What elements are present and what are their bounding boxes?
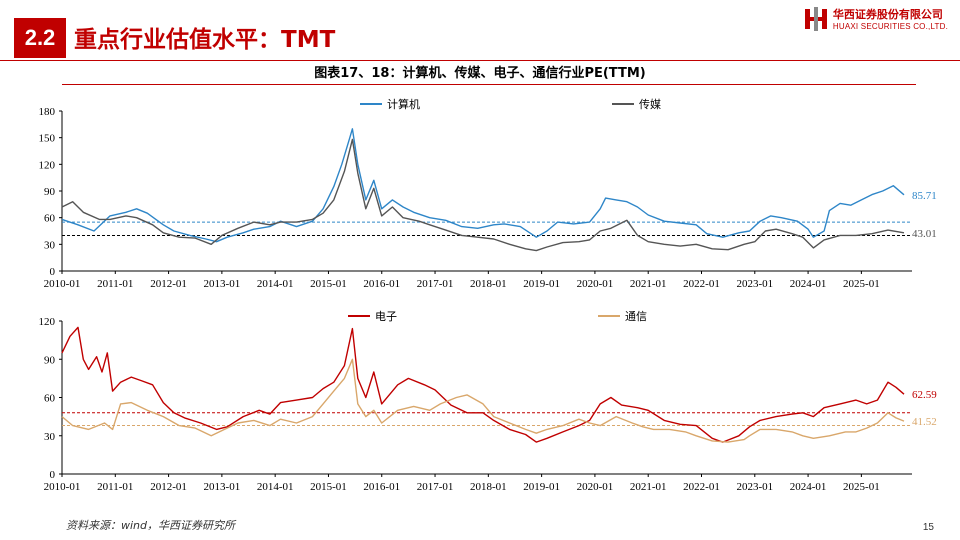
x-tick-label: 2013-01	[204, 481, 241, 493]
y-tick-label: 0	[50, 266, 56, 278]
section-number-badge: 2.2	[14, 18, 66, 58]
x-tick-label: 2018-01	[470, 481, 507, 493]
huaxi-logo-icon	[804, 6, 827, 31]
y-tick-label: 90	[44, 354, 56, 366]
y-tick-label: 30	[44, 431, 56, 443]
x-tick-label: 2021-01	[630, 481, 667, 493]
x-tick-label: 2012-01	[150, 278, 187, 290]
company-logo: 华西证券股份有限公司 HUAXI SECURITIES CO.,LTD.	[804, 6, 948, 31]
y-tick-label: 90	[44, 186, 56, 198]
y-tick-label: 150	[39, 133, 56, 145]
x-tick-label: 2010-01	[44, 278, 81, 290]
page-title: 重点行业估值水平：TMT	[74, 27, 336, 53]
x-tick-label: 2018-01	[470, 278, 507, 290]
end-value-label: 41.52	[912, 416, 937, 428]
x-tick-label: 2021-01	[630, 278, 667, 290]
y-tick-label: 180	[39, 106, 56, 118]
series-line-2	[61, 138, 905, 252]
page-number: 15	[922, 522, 934, 533]
y-tick-label: 120	[39, 159, 56, 171]
y-tick-label: 60	[44, 213, 56, 225]
x-tick-label: 2014-01	[257, 481, 294, 493]
legend-label: 传媒	[639, 98, 661, 111]
logo-en-text: HUAXI SECURITIES CO.,LTD.	[832, 22, 948, 31]
y-tick-label: 60	[44, 393, 56, 405]
x-tick-label: 2011-01	[97, 481, 133, 493]
end-value-label: 62.59	[912, 389, 937, 401]
x-tick-label: 2024-01	[790, 278, 827, 290]
x-tick-label: 2023-01	[736, 278, 773, 290]
logo-cn-text: 华西证券股份有限公司	[832, 8, 943, 21]
x-tick-label: 2014-01	[257, 278, 294, 290]
x-tick-label: 2011-01	[97, 278, 133, 290]
series-line-4	[61, 358, 905, 443]
series-line-3	[61, 326, 905, 443]
x-tick-label: 2020-01	[577, 481, 614, 493]
series-line-1	[61, 128, 905, 243]
x-tick-label: 2022-01	[683, 481, 720, 493]
x-tick-label: 2019-01	[523, 481, 560, 493]
x-tick-label: 2017-01	[417, 481, 454, 493]
legend-label: 计算机	[387, 97, 420, 111]
x-tick-label: 2024-01	[790, 481, 827, 493]
x-tick-label: 2025-01	[843, 278, 880, 290]
chart-1: 0 30 60 90 120 150 180 2010-01 2011-01 2012-01 201…	[39, 97, 937, 290]
x-tick-label: 2020-01	[577, 278, 614, 290]
x-tick-label: 2015-01	[310, 481, 347, 493]
source-note: 资料来源：wind，华西证券研究所	[66, 519, 236, 532]
x-tick-label: 2016-01	[363, 481, 400, 493]
y-tick-label: 30	[44, 239, 56, 251]
end-value-label: 43.01	[912, 228, 937, 240]
x-tick-label: 2017-01	[417, 278, 454, 290]
x-tick-label: 2010-01	[44, 481, 81, 493]
x-tick-label: 2013-01	[204, 278, 241, 290]
figure-title: 图表17、18：计算机、传媒、电子、通信行业PE(TTM)	[314, 66, 646, 81]
x-tick-label: 2022-01	[683, 278, 720, 290]
x-tick-label: 2012-01	[150, 481, 187, 493]
figure-title-rule	[62, 84, 916, 85]
x-tick-label: 2016-01	[363, 278, 400, 290]
legend-label: 通信	[625, 310, 647, 323]
x-tick-label: 2015-01	[310, 278, 347, 290]
x-tick-label: 2025-01	[843, 481, 880, 493]
y-tick-label: 120	[39, 316, 56, 328]
legend-label: 电子	[375, 310, 397, 323]
x-tick-label: 2019-01	[523, 278, 560, 290]
end-value-label: 85.71	[912, 190, 937, 202]
header-divider	[0, 60, 960, 61]
chart-2: 0 30 60 90 120 2010-01 2011-01 2012-01 2013-01 20…	[39, 310, 938, 493]
y-tick-label: 0	[50, 469, 56, 481]
x-tick-label: 2023-01	[736, 481, 773, 493]
